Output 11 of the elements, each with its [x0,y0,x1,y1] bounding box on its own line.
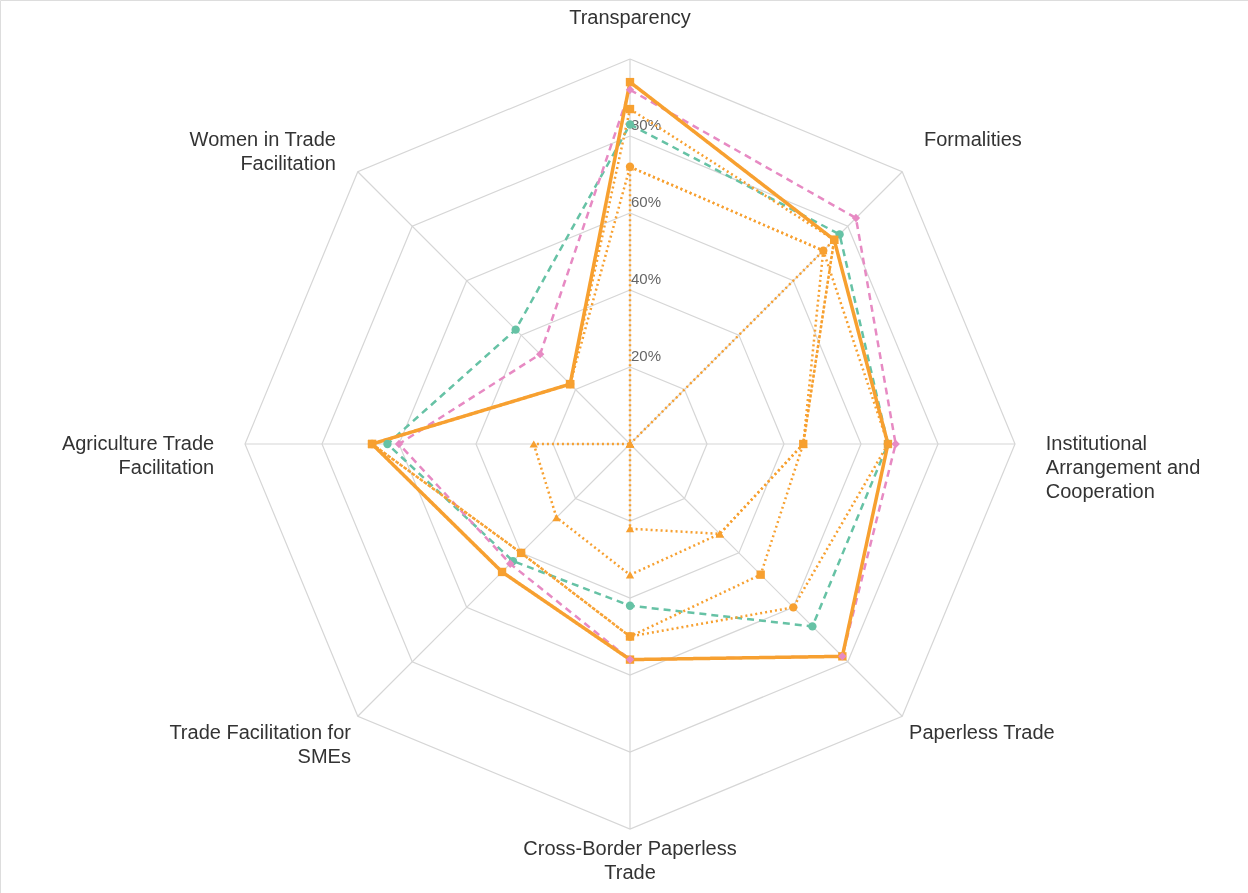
spoke-label: Transparency [569,6,691,29]
spoke-label: Women in Trade Facilitation [189,127,336,174]
spoke-label: Trade Facilitation for SMEs [169,721,352,768]
spoke-label: Paperless Trade [909,721,1055,744]
spoke-label: Formalities [924,127,1022,150]
y-tick-label: 40% [631,270,662,287]
y-tick-label: 60% [631,193,662,210]
spoke-label: Agriculture Trade Facilitation [61,432,215,478]
spoke-label: Cross-Border Paperless Trade [523,836,737,883]
spoke-label: Institutional Arrangement and Cooperation [1045,432,1201,502]
y-tick-label: 20% [631,347,662,364]
